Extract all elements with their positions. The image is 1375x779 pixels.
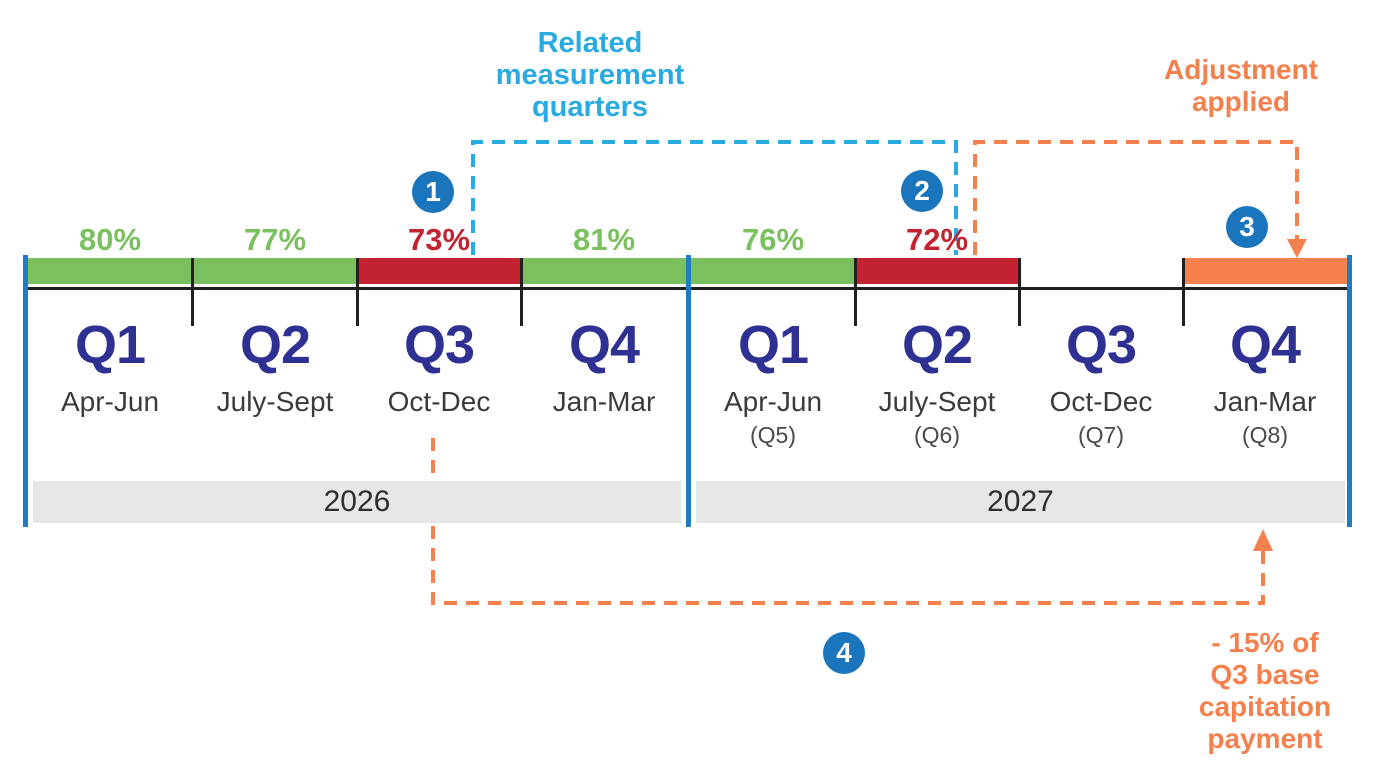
marker-3: 3 <box>1226 206 1268 248</box>
bar-2026-q2 <box>193 258 357 284</box>
tick-2026-q1-q2 <box>191 258 194 326</box>
marker-4: 4 <box>823 632 865 674</box>
tick-2026-q2-q3 <box>356 258 359 326</box>
quarter-name-2027-q3: Q3 <box>1065 315 1137 375</box>
bar-2027-q4 <box>1183 258 1347 284</box>
quarter-name-2027-q1: Q1 <box>737 315 809 375</box>
quarter-name-2026-q4: Q4 <box>568 315 640 375</box>
arrow-down-icon <box>1287 239 1307 258</box>
quarter-months-2027-q4: Jan-Mar <box>1213 386 1317 417</box>
quarter-name-2027-q4: Q4 <box>1229 315 1301 375</box>
marker-2: 2 <box>901 170 943 212</box>
quarter-months-2026-q1: Apr-Jun <box>60 386 160 417</box>
year-boundary-start <box>23 255 28 527</box>
pct-2027-q2: 72% <box>905 222 969 257</box>
tick-2027-q1-q2 <box>854 258 857 326</box>
quarter-months-2027-q3: Oct-Dec <box>1049 386 1153 417</box>
bar-2026-q3 <box>357 258 522 284</box>
tick-2027-q3-q4 <box>1182 258 1185 326</box>
quarter-alt-2027-q5: (Q5) <box>750 422 796 448</box>
quarter-alt-2027-q6: (Q6) <box>914 422 960 448</box>
arrow-up-icon <box>1253 529 1273 551</box>
bar-2027-q2 <box>855 258 1019 284</box>
quarter-months-2027-q1: Apr-Jun <box>723 386 823 417</box>
tick-2027-q2-q3 <box>1018 258 1021 326</box>
quarter-months-2026-q4: Jan-Mar <box>552 386 656 417</box>
quarter-months-2027-q2: July-Sept <box>878 386 996 417</box>
quarter-name-2026-q1: Q1 <box>74 315 146 375</box>
pct-2026-q3: 73% <box>407 222 471 257</box>
pct-2026-q4: 81% <box>572 222 636 257</box>
related-measurement-quarters-label: Related measurement quarters <box>495 27 685 123</box>
bar-2027-q1 <box>691 258 855 284</box>
quarter-name-2026-q2: Q2 <box>239 315 311 375</box>
quarter-name-2027-q2: Q2 <box>901 315 973 375</box>
pct-2027-q1: 76% <box>741 222 805 257</box>
marker-1: 1 <box>412 171 454 213</box>
quarter-months-2026-q2: July-Sept <box>216 386 334 417</box>
capitation-deduction-note: - 15% of Q3 base capitation payment <box>1198 627 1332 754</box>
year-boundary-end <box>1347 255 1352 527</box>
quarter-months-2026-q3: Oct-Dec <box>387 386 491 417</box>
adjustment-applied-label: Adjustment applied <box>1164 54 1318 117</box>
pct-2026-q2: 77% <box>243 222 307 257</box>
bar-2026-q1 <box>28 258 193 284</box>
year-band-2026: 2026 <box>33 481 681 523</box>
year-boundary-mid <box>686 255 691 527</box>
tick-2026-q3-q4 <box>520 258 523 326</box>
bar-2026-q4 <box>522 258 686 284</box>
quarter-name-2026-q3: Q3 <box>403 315 475 375</box>
year-band-2027: 2027 <box>696 481 1345 523</box>
quarter-alt-2027-q8: (Q8) <box>1242 422 1288 448</box>
quarter-alt-2027-q7: (Q7) <box>1078 422 1124 448</box>
pct-2026-q1: 80% <box>78 222 142 257</box>
